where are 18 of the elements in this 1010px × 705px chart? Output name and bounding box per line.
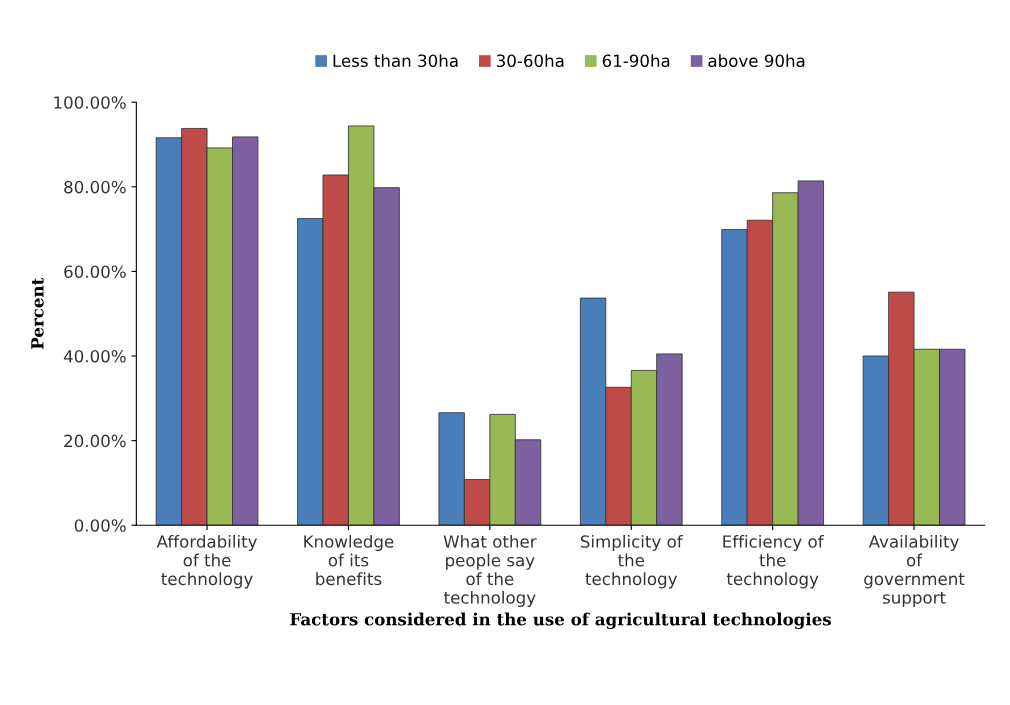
- y-axis-title: Percent: [31, 277, 44, 349]
- x-tick-label: Simplicity of the technology: [580, 534, 683, 589]
- legend-label: Less than 30ha: [333, 54, 458, 68]
- legend-label: 30-60ha: [496, 54, 564, 68]
- x-axis-title: Factors considered in the use of agricultural technologies: [290, 612, 831, 629]
- y-tick-label: 20.00%: [64, 434, 126, 448]
- x-tick-label: Efficiency of the technology: [723, 534, 824, 589]
- y-tick-label: 0.00%: [74, 519, 126, 532]
- y-tick-label: 100.00%: [54, 96, 126, 109]
- y-tick-label: 40.00%: [63, 349, 126, 363]
- x-tick-label: Knowledge of its benefits: [304, 534, 394, 586]
- legend-label: above 90ha: [708, 54, 805, 68]
- y-tick-label: 60.00%: [64, 265, 126, 278]
- y-tick-label: 80.00%: [64, 180, 126, 194]
- x-tick-label: What other people say of the technology: [443, 534, 537, 608]
- x-tick-label: Affordability of the technology: [156, 534, 258, 589]
- x-tick-label: Availability of government support: [864, 534, 965, 608]
- legend-label: 61-90ha: [602, 54, 670, 68]
